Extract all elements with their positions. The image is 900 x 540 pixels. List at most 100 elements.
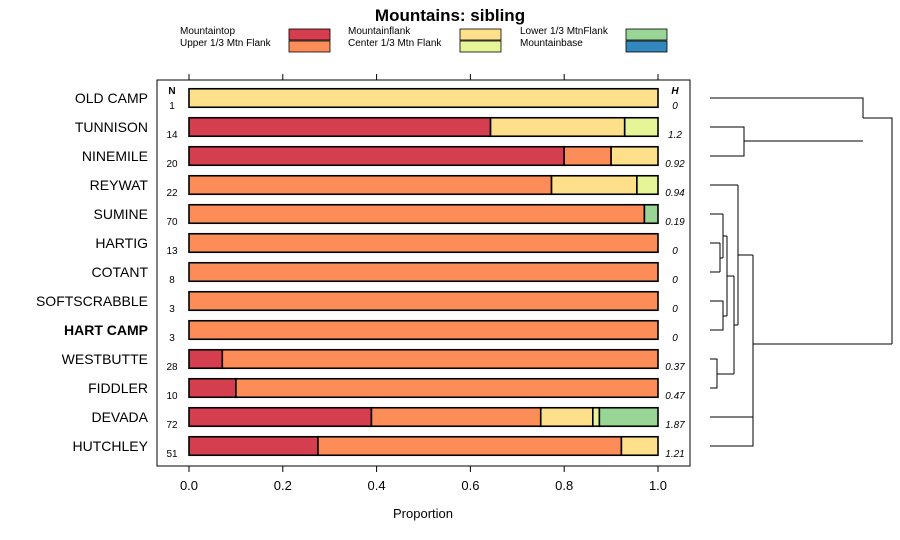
x-tick-label: 0.0 <box>180 478 198 493</box>
bar-segment-mountainflank <box>539 406 594 428</box>
bar-segment-center-1-3-mtn-flank <box>636 174 659 196</box>
row-h-value: 1.21 <box>665 449 684 460</box>
bar-segment-mountainflank <box>550 174 638 196</box>
row-h-value: 0 <box>672 246 678 257</box>
h-column-header: H <box>671 86 679 97</box>
row-n-value: 72 <box>166 420 178 431</box>
legend-label-mountaintop: Mountaintop <box>180 26 235 37</box>
row-n-value: 70 <box>166 217 178 228</box>
x-tick-label: 0.2 <box>274 478 292 493</box>
row-label: REYWAT <box>90 177 149 193</box>
row-hartig: HARTIG 13 0 <box>95 232 678 257</box>
row-old-camp: OLD CAMP 1 0 <box>75 87 678 112</box>
dendrogram <box>710 97 893 447</box>
row-h-value: 0.94 <box>665 188 685 199</box>
row-cotant: COTANT 8 0 <box>91 261 678 286</box>
x-axis-label: Proportion <box>393 506 453 521</box>
row-label: HUTCHLEY <box>73 438 149 454</box>
row-n-value: 3 <box>169 304 175 315</box>
bar-segment-mountaintop <box>188 377 237 399</box>
bar-segment-center-1-3-mtn-flank <box>623 116 659 138</box>
row-reywat: REYWAT 22 0.94 <box>90 174 685 199</box>
row-hart-camp: HART CAMP 3 0 <box>64 319 678 344</box>
bar-segment-upper-1-3-mtn-flank <box>563 145 612 167</box>
legend-swatch-mountainflank <box>459 28 502 41</box>
row-label: HART CAMP <box>64 322 148 338</box>
legend-swatch-upper-1-3-mtn-flank <box>288 40 331 53</box>
row-n-value: 20 <box>166 159 178 170</box>
row-n-value: 51 <box>166 449 178 460</box>
row-n-value: 3 <box>169 333 175 344</box>
legend-swatch-mountainbase <box>625 40 668 53</box>
bar-segment-lower-1-3-mtnflank <box>643 203 659 225</box>
bar-segment-center-1-3-mtn-flank <box>592 406 601 428</box>
row-h-value: 0 <box>672 333 678 344</box>
row-n-value: 13 <box>166 246 178 257</box>
bar-segment-upper-1-3-mtn-flank <box>188 203 646 225</box>
row-label: COTANT <box>91 264 148 280</box>
bar-segment-upper-1-3-mtn-flank <box>235 377 659 399</box>
row-label: HARTIG <box>95 235 148 251</box>
legend-swatch-center-1-3-mtn-flank <box>459 40 502 53</box>
bar-segment-upper-1-3-mtn-flank <box>188 174 553 196</box>
top-axis-ticks <box>188 74 659 80</box>
x-axis: 0.0 0.2 0.4 0.6 0.8 1.0 <box>180 466 667 493</box>
bar-segment-mountainflank <box>489 116 626 138</box>
row-h-value: 0 <box>672 304 678 315</box>
bar-segment-upper-1-3-mtn-flank <box>188 319 659 341</box>
row-h-value: 0.92 <box>665 159 685 170</box>
row-label: TUNNISON <box>75 119 148 135</box>
bar-segment-mountainflank <box>610 145 659 167</box>
dendrogram-branch <box>710 358 718 389</box>
row-tunnison: TUNNISON 14 1.2 <box>75 116 682 141</box>
bar-segment-mountainflank <box>620 435 659 457</box>
dendrogram-branch <box>710 97 864 118</box>
bar-segment-mountaintop <box>188 435 319 457</box>
bar-segment-mountaintop <box>188 116 492 138</box>
row-n-value: 10 <box>166 391 178 402</box>
row-h-value: 0.47 <box>665 391 685 402</box>
n-column-header: N <box>168 86 175 97</box>
legend-label-upper-1-3-mtn-flank: Upper 1/3 Mtn Flank <box>180 38 272 49</box>
row-devada: DEVADA 72 1.87 <box>91 406 685 431</box>
legend-label-mountainbase: Mountainbase <box>520 38 583 49</box>
row-n-value: 22 <box>166 188 178 199</box>
row-label: SOFTSCRABBLE <box>36 293 148 309</box>
x-tick-label: 0.4 <box>368 478 386 493</box>
row-h-value: 0 <box>672 275 678 286</box>
bar-segment-mountainflank <box>188 87 659 109</box>
row-h-value: 1.87 <box>665 420 685 431</box>
legend-label-mountainflank: Mountainflank <box>348 26 411 37</box>
row-label: DEVADA <box>91 409 148 425</box>
row-h-value: 0 <box>672 101 678 112</box>
bar-segment-mountaintop <box>188 348 224 370</box>
legend-swatch-mountaintop <box>288 28 331 41</box>
x-tick-label: 0.8 <box>555 478 573 493</box>
row-fiddler: FIDDLER 10 0.47 <box>88 377 685 402</box>
row-n-value: 14 <box>166 130 178 141</box>
plot-panel <box>156 79 691 467</box>
row-n-value: 8 <box>169 275 175 286</box>
row-label: SUMINE <box>94 206 148 222</box>
row-label: NINEMILE <box>82 148 148 164</box>
dendrogram-branch <box>710 126 745 157</box>
row-softscrabble: SOFTSCRABBLE 3 0 <box>36 290 678 315</box>
dendrogram-branch <box>863 117 893 344</box>
bar-segment-upper-1-3-mtn-flank <box>370 406 542 428</box>
bar-segment-upper-1-3-mtn-flank <box>221 348 659 370</box>
row-h-value: 0.19 <box>665 217 685 228</box>
x-tick-label: 1.0 <box>649 478 667 493</box>
row-label: FIDDLER <box>88 380 148 396</box>
row-n-value: 28 <box>166 362 178 373</box>
chart-title: Mountains: sibling <box>375 6 525 25</box>
row-label: WESTBUTTE <box>62 351 148 367</box>
bar-segment-upper-1-3-mtn-flank <box>188 232 659 254</box>
row-label: OLD CAMP <box>75 90 148 106</box>
dendrogram-branch <box>710 300 724 331</box>
bar-segment-lower-1-3-mtnflank <box>598 406 659 428</box>
row-h-value: 1.2 <box>668 130 682 141</box>
bar-segment-upper-1-3-mtn-flank <box>188 261 659 283</box>
row-hutchley: HUTCHLEY 51 1.21 <box>73 435 685 460</box>
